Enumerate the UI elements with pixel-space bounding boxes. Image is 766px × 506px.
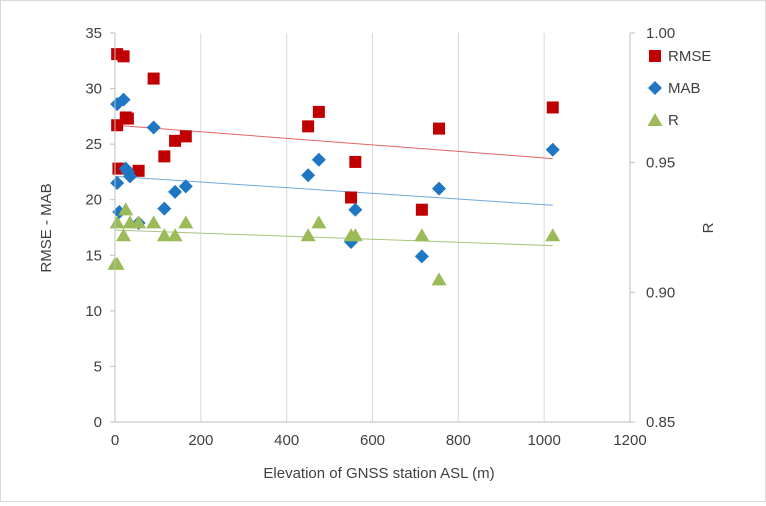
data-point-r: [300, 228, 316, 242]
trendline-r: [114, 229, 553, 247]
x-tick-label: 1200: [613, 432, 646, 449]
data-point-mab: [123, 169, 138, 184]
data-point-rmse: [312, 105, 325, 118]
data-point-r: [116, 228, 132, 242]
data-point-mab: [432, 181, 447, 196]
data-point-mab: [348, 202, 363, 217]
data-point-mab: [110, 176, 125, 191]
secondary-y-tick-label: 1.00: [646, 25, 675, 42]
data-point-mab: [311, 152, 326, 167]
data-point-rmse: [349, 155, 362, 168]
legend-marker-r: [647, 113, 663, 126]
data-point-rmse: [158, 150, 171, 163]
secondary-y-tick-label: 0.90: [646, 284, 675, 301]
data-point-r: [431, 272, 447, 286]
data-point-r: [347, 228, 363, 242]
legend-marker-rmse: [649, 50, 661, 62]
data-point-r: [545, 228, 561, 242]
data-point-r: [156, 228, 172, 242]
data-point-mab: [157, 201, 172, 216]
grid-lines: [200, 33, 631, 422]
legend-label-r: R: [668, 112, 679, 129]
data-point-mab: [545, 142, 560, 157]
data-point-r: [118, 202, 134, 216]
x-tick-label: 400: [274, 432, 299, 449]
x-tick-label: 200: [188, 432, 213, 449]
data-point-r: [131, 215, 147, 229]
data-point-rmse: [147, 72, 160, 85]
data-point-rmse: [433, 122, 446, 135]
y-tick-label: 30: [85, 81, 102, 98]
axes: 0 200 400 600 800 1000 1200 0 5 10 15 20 25 30 35 0.85 0…: [85, 25, 675, 449]
legend: RMSE MAB R: [647, 48, 711, 129]
data-point-rmse: [179, 130, 192, 143]
data-points: [107, 48, 561, 286]
y-tick-label: 15: [85, 247, 102, 264]
data-point-mab: [146, 120, 161, 135]
secondary-y-axis-label: R: [700, 222, 717, 233]
x-tick-label: 600: [360, 432, 385, 449]
y-tick-label: 20: [85, 192, 102, 209]
legend-label-mab: MAB: [668, 80, 701, 97]
secondary-y-tick-label: 0.95: [646, 155, 675, 172]
trendline-mab: [114, 175, 553, 206]
legend-label-rmse: RMSE: [668, 48, 711, 65]
data-point-r: [414, 228, 430, 242]
y-tick-label: 35: [85, 25, 102, 42]
x-axis-label: Elevation of GNSS station ASL (m): [263, 465, 494, 482]
legend-marker-mab: [648, 81, 662, 95]
y-tick-label: 10: [85, 303, 102, 320]
data-point-rmse: [121, 112, 134, 125]
data-point-mab: [414, 249, 429, 264]
data-point-r: [311, 215, 327, 229]
data-point-r: [146, 215, 162, 229]
data-point-r: [109, 256, 125, 270]
y-tick-label: 0: [94, 414, 102, 431]
data-point-rmse: [132, 164, 145, 177]
data-point-r: [109, 215, 125, 229]
data-point-r: [178, 215, 194, 229]
data-point-r: [167, 228, 183, 242]
x-tick-label: 0: [111, 432, 119, 449]
x-tick-label: 800: [446, 432, 471, 449]
y-tick-label: 5: [94, 358, 102, 375]
data-point-rmse: [111, 119, 124, 132]
data-point-mab: [168, 184, 183, 199]
data-point-rmse: [415, 203, 428, 216]
data-point-mab: [116, 92, 131, 107]
data-point-rmse: [117, 50, 130, 63]
data-point-rmse: [302, 120, 315, 133]
y-tick-label: 25: [85, 136, 102, 153]
x-tick-label: 1000: [527, 432, 560, 449]
data-point-mab: [178, 179, 193, 194]
data-point-rmse: [345, 191, 358, 204]
data-point-rmse: [169, 134, 182, 147]
data-point-mab: [301, 168, 316, 183]
data-point-rmse: [546, 101, 559, 114]
y-axis-label: RMSE - MAB: [38, 183, 55, 272]
secondary-y-tick-label: 0.85: [646, 414, 675, 431]
